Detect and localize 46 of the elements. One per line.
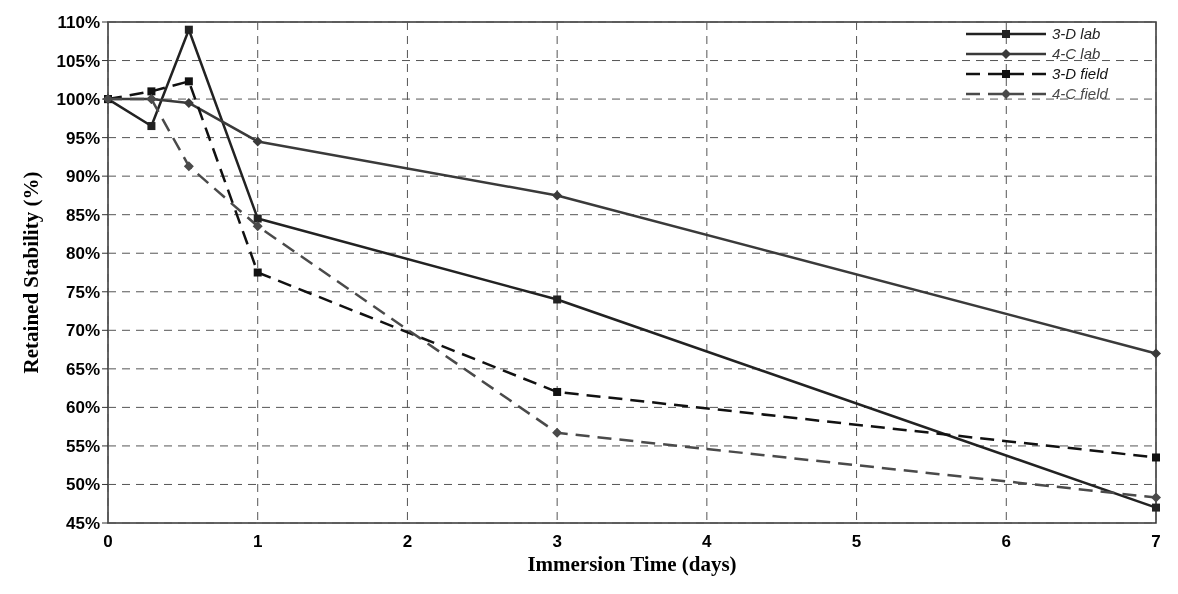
y-tick-label: 95%	[65, 128, 100, 148]
point	[147, 122, 156, 131]
x-tick-label: 5	[851, 532, 862, 551]
y-tick-label: 45%	[65, 514, 100, 533]
y-tick-label: 90%	[65, 167, 100, 187]
y-tick-label: 100%	[56, 90, 100, 110]
point	[552, 190, 563, 201]
y-tick-label: 75%	[65, 282, 100, 302]
point	[183, 161, 194, 172]
point	[252, 136, 263, 147]
x-tick-label: 4	[702, 532, 713, 551]
y-tick-label: 105%	[56, 51, 100, 71]
x-tick-label: 6	[1001, 532, 1012, 551]
text: 4-C lab	[1052, 45, 1101, 62]
point	[147, 87, 156, 96]
point	[253, 268, 262, 277]
point	[253, 214, 262, 223]
text: 3-D field	[1052, 65, 1109, 82]
point	[1152, 503, 1160, 512]
point	[1152, 453, 1160, 462]
y-tick-label: 60%	[65, 398, 100, 418]
y-tick-label: 50%	[65, 475, 100, 495]
text: 4-C field	[1052, 85, 1109, 102]
y-tick-label: 65%	[65, 359, 100, 379]
point	[252, 221, 263, 232]
y-tick-label: 85%	[65, 205, 100, 225]
point	[553, 387, 562, 396]
y-tick-label: 70%	[65, 321, 100, 341]
x-tick-label: 0	[103, 532, 113, 551]
x-tick-label: 7	[1151, 532, 1161, 551]
point	[552, 427, 563, 438]
point	[183, 97, 194, 108]
y-tick-label: 55%	[65, 436, 100, 456]
point	[184, 77, 193, 86]
y-axis-title: Retained Stability (%)	[19, 171, 43, 374]
x-tick-label: 1	[252, 532, 263, 551]
y-tick-label: 80%	[65, 244, 100, 264]
point	[184, 25, 193, 34]
x-axis-title: Immersion Time (days)	[527, 552, 737, 576]
y-tick-label: 110%	[57, 13, 100, 32]
point	[1151, 492, 1161, 503]
point	[553, 295, 562, 304]
x-tick-label: 2	[402, 532, 413, 551]
text: 3-D lab	[1052, 25, 1101, 42]
x-tick-label: 3	[552, 532, 562, 551]
point	[1151, 348, 1161, 359]
